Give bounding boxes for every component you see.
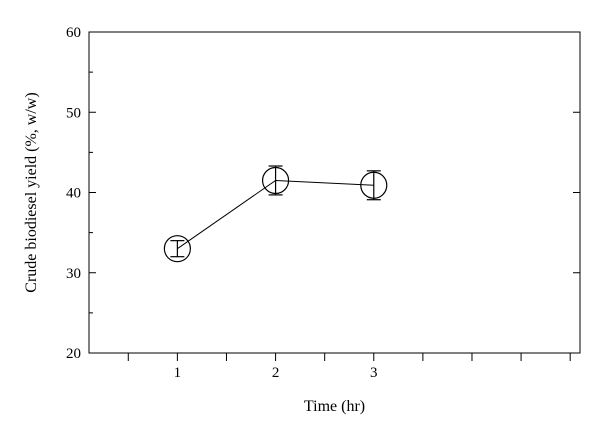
x-tick-label: 1 [174,365,182,381]
data-marker [261,166,290,195]
y-tick-label: 60 [66,25,81,41]
data-point [360,170,388,201]
x-tick-label: 2 [272,365,280,381]
y-axis-title: Crude biodiesel yield (%, w/w) [23,92,40,292]
data-marker [163,235,191,263]
y-axis: 20 30 40 50 60 [66,25,580,362]
data-point [163,235,191,263]
data-marker [360,171,388,199]
plot-area: 1 2 3 20 30 40 50 60 [66,25,581,381]
y-tick-label: 50 [66,105,81,121]
y-tick-label: 20 [66,346,81,362]
x-tick-label: 3 [370,365,378,381]
y-tick-label: 40 [66,186,81,202]
series-layer [163,165,388,263]
x-axis-title: Time (hr) [304,398,365,415]
plot-frame [88,31,581,354]
data-point [261,165,290,196]
x-axis: 1 2 3 [127,353,571,381]
y-tick-label: 30 [66,266,81,282]
